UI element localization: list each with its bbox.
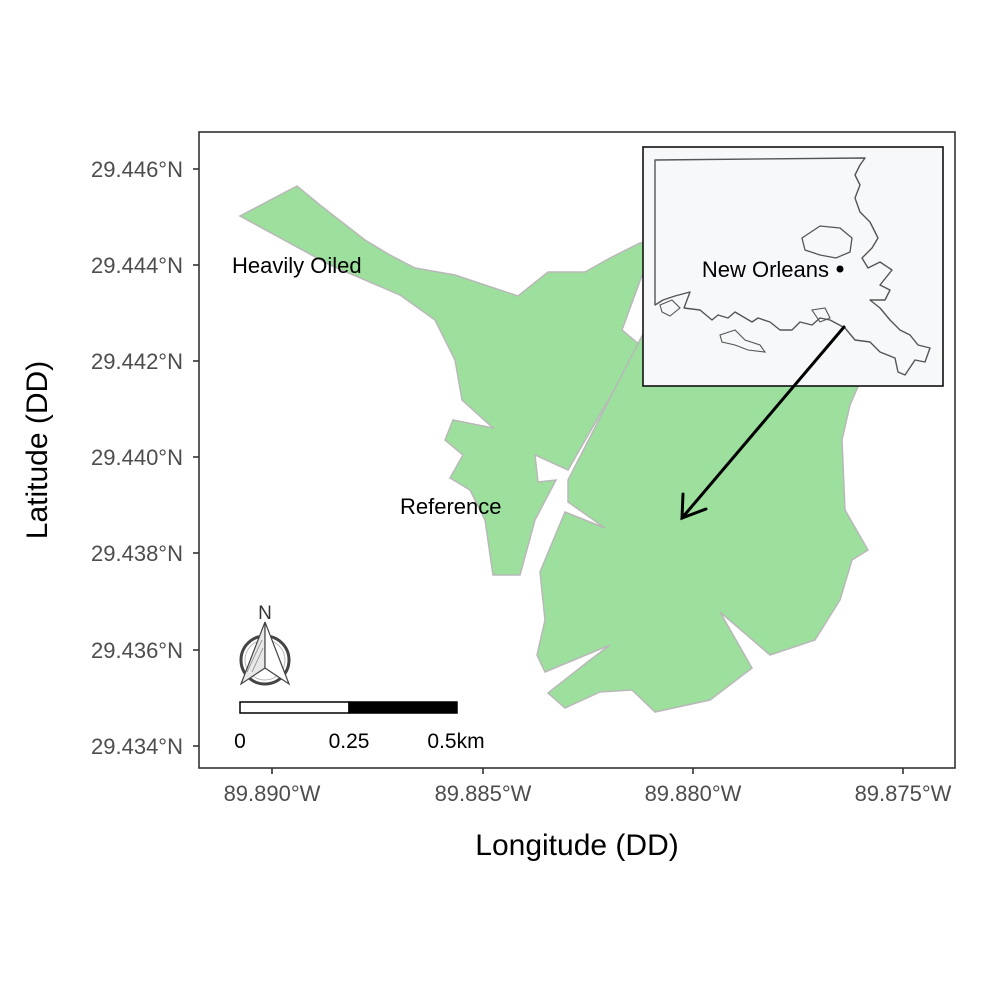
x-tick-labels: 89.890°W 89.885°W 89.880°W 89.875°W <box>224 781 952 806</box>
y-tick-label: 29.440°N <box>91 445 183 470</box>
north-label: N <box>258 603 272 624</box>
inset-city-label: New Orleans <box>702 257 829 282</box>
new-orleans-marker <box>836 265 844 273</box>
axis-ticks <box>193 168 904 774</box>
x-axis-title: Longitude (DD) <box>475 829 678 862</box>
scale-label-0: 0 <box>234 730 246 753</box>
y-tick-label: 29.436°N <box>91 638 183 663</box>
y-tick-label: 29.442°N <box>91 349 183 374</box>
y-tick-label: 29.434°N <box>91 734 183 759</box>
y-tick-label: 29.438°N <box>91 541 183 566</box>
x-tick-label: 89.885°W <box>435 781 532 806</box>
x-tick-label: 89.880°W <box>645 781 742 806</box>
scale-bar: 0 0.25 0.5km <box>234 701 485 753</box>
x-tick-label: 89.875°W <box>855 781 952 806</box>
y-tick-label: 29.444°N <box>91 253 183 278</box>
scale-label-mid: 0.25 <box>329 730 370 753</box>
north-arrow-right <box>264 621 291 686</box>
scale-label-end: 0.5km <box>427 730 484 753</box>
y-tick-label: 29.446°N <box>91 157 183 182</box>
plot-panel-border <box>198 131 956 769</box>
site-label-reference: Reference <box>400 494 502 519</box>
inset-map: New Orleans <box>642 146 944 387</box>
north-arrow-left <box>239 621 266 686</box>
louisiana-outline <box>654 157 931 376</box>
marsh-land <box>238 185 870 713</box>
y-tick-labels: 29.446°N 29.444°N 29.442°N 29.440°N 29.4… <box>91 157 183 759</box>
land-main-body <box>536 321 870 713</box>
inset-frame <box>642 146 944 387</box>
site-label-heavily-oiled: Heavily Oiled <box>232 253 362 278</box>
x-tick-label: 89.890°W <box>224 781 321 806</box>
lake-pontchartrain <box>801 225 853 259</box>
y-axis-title: Latitude (DD) <box>21 361 54 539</box>
land-west-peninsula <box>238 185 657 576</box>
locator-arrow <box>680 325 846 521</box>
north-arrow: N <box>239 603 291 686</box>
scale-bar-black <box>348 701 458 714</box>
coastal-islands <box>659 299 831 353</box>
scale-bar-white <box>239 701 350 714</box>
